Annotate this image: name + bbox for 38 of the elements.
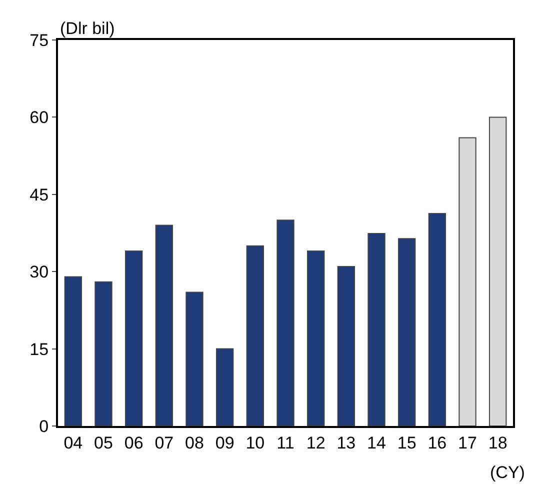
y-tick-label: 15 [30, 340, 49, 359]
y-tick-label: 75 [30, 30, 49, 50]
x-tick-label: 07 [154, 433, 174, 452]
x-tick-label: 18 [488, 433, 508, 452]
y-tick-label: 45 [30, 185, 49, 204]
bar [124, 250, 143, 426]
bar [94, 281, 112, 426]
bar [186, 292, 204, 426]
y-axis-title: (Dlr bil) [60, 19, 115, 38]
bar [306, 250, 325, 426]
y-tick-label: 60 [30, 108, 49, 128]
x-tick-label: 16 [428, 433, 447, 452]
bar [155, 224, 174, 426]
x-tick-label: 09 [215, 433, 234, 452]
bar [398, 238, 416, 426]
x-tick-label: 12 [306, 433, 326, 452]
bar [64, 276, 82, 426]
x-tick-label: 04 [64, 433, 83, 452]
x-tick-label: 15 [397, 433, 416, 452]
y-tick-label: 30 [30, 262, 49, 282]
bar [368, 233, 386, 426]
x-tick-label: 05 [94, 433, 113, 452]
bar [428, 212, 446, 426]
bar [276, 220, 294, 426]
bar [458, 137, 476, 426]
x-tick-label: 17 [458, 433, 477, 452]
bar [246, 245, 264, 426]
x-tick-label: 10 [246, 433, 265, 452]
x-tick-label: 08 [185, 433, 204, 452]
x-axis-title: (CY) [490, 463, 525, 482]
x-tick-label: 11 [276, 433, 294, 452]
bar [216, 348, 234, 426]
bar [337, 266, 356, 426]
x-tick-label: 06 [124, 433, 144, 452]
x-tick-label: 14 [367, 433, 386, 452]
bar [488, 116, 507, 426]
y-tick-label: 0 [39, 416, 49, 436]
x-tick-label: 13 [336, 433, 356, 452]
